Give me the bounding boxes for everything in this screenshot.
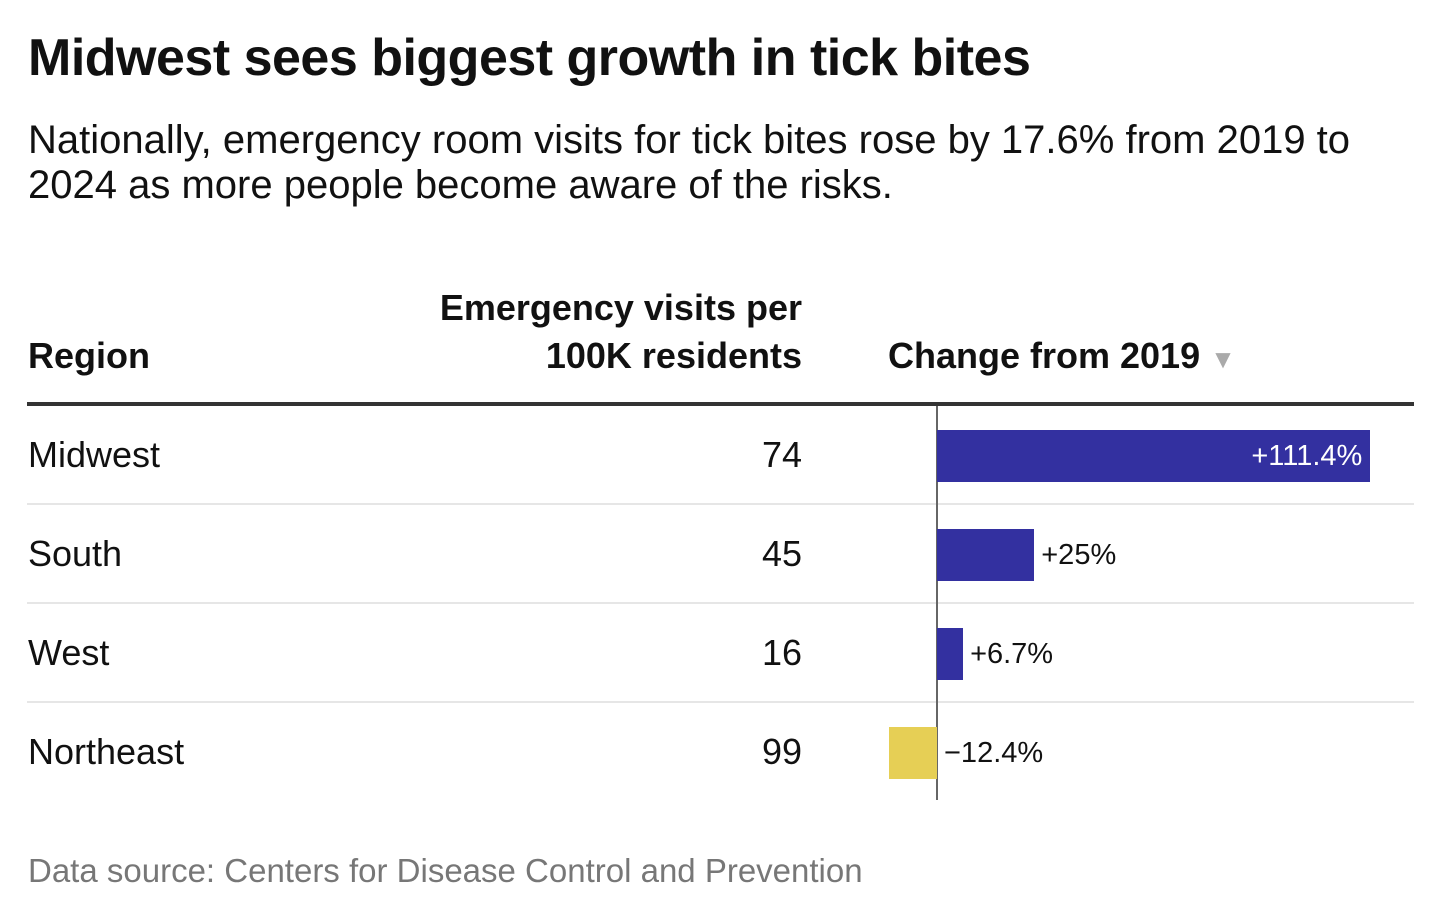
cell-region: West [28,632,110,673]
table-row: West 16 [27,604,1414,703]
header-change-label: Change from 2019 [888,335,1201,376]
cell-visits: 16 [761,632,802,673]
zero-axis [936,406,938,800]
header-visits[interactable]: Emergency visits per 100K residents [440,284,802,380]
cell-region: South [28,533,123,574]
sort-descending-icon[interactable]: ▼ [1210,344,1236,374]
data-source: Data source: Centers for Disease Control… [28,852,863,889]
change-label: +6.7% [970,638,1054,670]
table-row: South 45 [27,505,1414,604]
cell-visits: 45 [761,533,802,574]
change-bar [937,529,1035,581]
cell-visits: 99 [761,731,802,772]
change-label: +111.4% [1251,440,1363,472]
header-region[interactable]: Region [28,335,150,376]
change-label: −12.4% [944,737,1044,769]
header-visits-line2: 100K residents [545,335,802,376]
header-change[interactable]: Change from 2019 ▼ [888,332,1236,383]
change-bar [937,430,1371,482]
change-bar [937,628,964,680]
header-visits-line1: Emergency visits per [439,287,802,328]
change-bar [888,727,937,779]
change-label: +25% [1041,539,1117,571]
header-rule [27,402,1414,406]
cell-region: Midwest [28,434,161,475]
table-row: Midwest 74 [27,406,1414,505]
chart-title: Midwest sees biggest growth in tick bite… [28,29,1031,87]
cell-visits: 74 [761,434,802,475]
cell-region: Northeast [28,731,185,772]
table-row: Northeast 99 [27,703,1414,802]
chart-subtitle: Nationally, emergency room visits for ti… [28,118,1351,207]
